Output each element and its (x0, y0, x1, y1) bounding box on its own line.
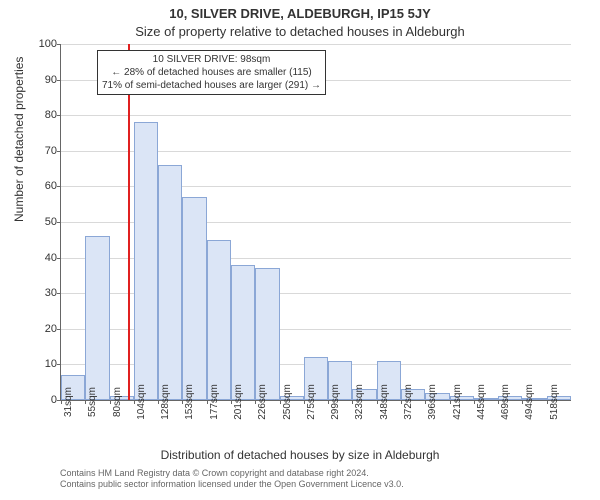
histogram-bar (255, 268, 279, 400)
ytick-label: 80 (45, 109, 57, 121)
xtick-label: 275sqm (306, 384, 317, 420)
ytick-label: 40 (45, 252, 57, 264)
histogram-bar (182, 197, 206, 400)
y-axis-label: Number of detached properties (12, 57, 26, 222)
ytick-label: 90 (45, 74, 57, 86)
xtick-mark (498, 400, 499, 404)
ytick-label: 70 (45, 145, 57, 157)
ytick-label: 10 (45, 358, 57, 370)
annotation-line2: ← 28% of detached houses are smaller (11… (102, 66, 321, 79)
ytick-label: 20 (45, 323, 57, 335)
xtick-mark (401, 400, 402, 404)
xtick-mark (328, 400, 329, 404)
xtick-mark (207, 400, 208, 404)
grid-line (61, 44, 571, 45)
xtick-label: 104sqm (136, 384, 147, 420)
x-axis-label: Distribution of detached houses by size … (0, 448, 600, 462)
ytick-mark (57, 186, 61, 187)
chart-title-address: 10, SILVER DRIVE, ALDEBURGH, IP15 5JY (0, 6, 600, 21)
grid-line (61, 115, 571, 116)
xtick-label: 494sqm (524, 384, 535, 420)
xtick-label: 421sqm (452, 384, 463, 420)
xtick-mark (474, 400, 475, 404)
ytick-mark (57, 293, 61, 294)
xtick-mark (110, 400, 111, 404)
ytick-label: 0 (51, 394, 57, 406)
ytick-mark (57, 258, 61, 259)
ytick-label: 30 (45, 287, 57, 299)
xtick-mark (231, 400, 232, 404)
histogram-bar (134, 122, 158, 400)
ytick-label: 50 (45, 216, 57, 228)
xtick-label: 80sqm (112, 387, 123, 417)
footer-line2: Contains public sector information licen… (60, 479, 404, 490)
xtick-label: 348sqm (379, 384, 390, 420)
ytick-mark (57, 80, 61, 81)
ytick-label: 60 (45, 180, 57, 192)
xtick-label: 396sqm (427, 384, 438, 420)
annotation-line3: 71% of semi-detached houses are larger (… (102, 79, 321, 92)
histogram-bar (85, 236, 109, 400)
xtick-label: 128sqm (160, 384, 171, 420)
plot-area: 010203040506070809010031sqm55sqm80sqm104… (60, 44, 571, 401)
histogram-bar (207, 240, 231, 400)
annotation-line1: 10 SILVER DRIVE: 98sqm (102, 53, 321, 66)
xtick-mark (547, 400, 548, 404)
xtick-label: 445sqm (476, 384, 487, 420)
property-marker-line (128, 44, 130, 400)
xtick-label: 201sqm (233, 384, 244, 420)
xtick-label: 469sqm (500, 384, 511, 420)
annotation-box: 10 SILVER DRIVE: 98sqm ← 28% of detached… (97, 50, 326, 95)
ytick-mark (57, 222, 61, 223)
xtick-label: 250sqm (282, 384, 293, 420)
xtick-mark (377, 400, 378, 404)
footer-line1: Contains HM Land Registry data © Crown c… (60, 468, 404, 479)
xtick-label: 226sqm (257, 384, 268, 420)
ytick-mark (57, 115, 61, 116)
ytick-mark (57, 364, 61, 365)
histogram-bar (158, 165, 182, 400)
xtick-mark (280, 400, 281, 404)
ytick-mark (57, 44, 61, 45)
ytick-label: 100 (39, 38, 57, 50)
xtick-label: 372sqm (403, 384, 414, 420)
xtick-mark (450, 400, 451, 404)
footer-attribution: Contains HM Land Registry data © Crown c… (60, 468, 404, 491)
chart-container: 10, SILVER DRIVE, ALDEBURGH, IP15 5JY Si… (0, 0, 600, 500)
xtick-label: 153sqm (184, 384, 195, 420)
chart-title-description: Size of property relative to detached ho… (0, 24, 600, 39)
xtick-label: 518sqm (549, 384, 560, 420)
xtick-label: 177sqm (209, 384, 220, 420)
xtick-label: 299sqm (330, 384, 341, 420)
xtick-mark (304, 400, 305, 404)
xtick-mark (61, 400, 62, 404)
xtick-label: 55sqm (87, 387, 98, 417)
ytick-mark (57, 151, 61, 152)
histogram-bar (231, 265, 255, 400)
xtick-label: 31sqm (63, 387, 74, 417)
xtick-label: 323sqm (354, 384, 365, 420)
xtick-mark (158, 400, 159, 404)
xtick-mark (134, 400, 135, 404)
ytick-mark (57, 329, 61, 330)
